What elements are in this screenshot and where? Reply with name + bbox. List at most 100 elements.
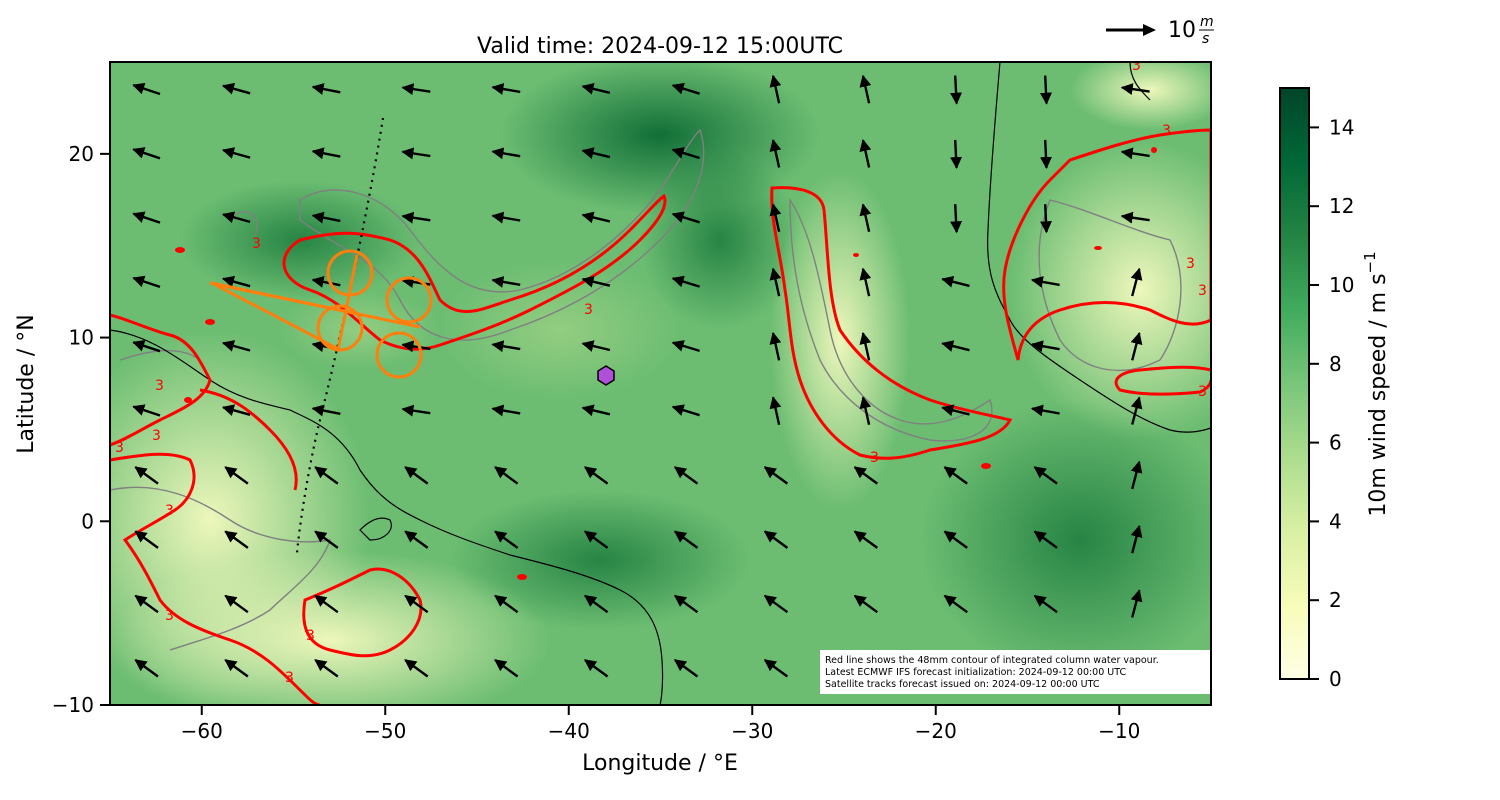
contour-label: 3: [1198, 283, 1207, 299]
wind-arrow-icon: [859, 331, 872, 361]
colorbar-tick-label: 8: [1329, 352, 1342, 376]
colorbar-scale: [1279, 87, 1310, 680]
wind-arrow-icon: [491, 404, 521, 417]
wind-arrow-icon: [224, 530, 249, 549]
wind-arrow-icon: [314, 530, 339, 549]
wind-arrow-icon: [221, 340, 251, 352]
wind-arrow-icon: [584, 466, 609, 485]
wind-arrow-icon: [673, 466, 699, 485]
wind-arrow-icon: [1130, 460, 1143, 490]
wind-arrow-icon: [943, 530, 968, 549]
wind-arrow-icon: [401, 83, 431, 96]
x-tick-label: −60: [181, 719, 223, 743]
flight-track: [209, 249, 433, 379]
y-axis-label: Latitude / °N: [14, 314, 39, 453]
wind-arrow-icon: [581, 147, 611, 159]
colorbar-tick-label: 0: [1329, 667, 1342, 691]
wind-arrow-icon: [671, 82, 700, 95]
wind-arrow-icon: [859, 203, 872, 233]
contour-labels: 3 3 3 3 3 3 3 3 3 3 3 3 3 3 3: [115, 62, 1207, 686]
wind-arrow-icon: [311, 211, 341, 224]
colorbar-label-exponent: −1: [1361, 251, 1379, 273]
wind-arrow-icon: [1030, 404, 1060, 417]
wind-arrow-icon: [224, 466, 249, 485]
annotation-line-2: Latest ECMWF IFS forecast initialization…: [825, 667, 1126, 678]
wind-arrow-icon: [132, 275, 161, 289]
wind-arrow-icon: [671, 211, 700, 224]
quiver-key: 10 m s: [1106, 14, 1214, 47]
wind-arrow-icon: [584, 530, 609, 549]
wind-arrow-icon: [132, 82, 161, 96]
contour-label: 3: [1198, 384, 1207, 400]
y-axis: 20 10 0 −10: [52, 142, 110, 717]
wind-arrow-icon: [581, 340, 611, 352]
wind-arrow-icon: [221, 147, 251, 159]
colorbar: 0 2 4 6 8 10 12 14 10m wind speed / m s−1: [1279, 87, 1391, 691]
wind-arrow-icon: [311, 83, 341, 95]
x-tick-label: −50: [364, 719, 406, 743]
contour-label: 3: [584, 302, 593, 318]
y-tick-label: 20: [69, 142, 94, 166]
wind-arrow-icon: [1130, 524, 1143, 554]
wind-arrow-icon: [311, 147, 341, 160]
wind-arrow-icon: [769, 74, 782, 104]
x-tick-label: −30: [731, 719, 773, 743]
wind-arrow-icon: [401, 147, 431, 160]
wind-arrow-icon: [950, 139, 963, 169]
wind-arrow-icon: [314, 594, 339, 614]
contour-label: 3: [165, 503, 174, 519]
contour-label: 3: [870, 450, 879, 466]
wind-arrow-icon: [1040, 204, 1052, 234]
wind-arrow-icon: [941, 340, 970, 352]
wind-arrow-icon: [581, 82, 611, 95]
wind-arrow-icon: [221, 275, 251, 288]
wind-arrow-icon: [671, 404, 700, 417]
y-tick-label: 10: [69, 326, 94, 350]
wind-arrow-icon: [224, 594, 249, 614]
wind-arrow-icon: [673, 659, 699, 678]
wind-arrow-icon: [134, 530, 159, 549]
wind-arrow-icon: [134, 659, 159, 678]
colorbar-tick-label: 2: [1329, 588, 1342, 612]
wind-arrow-icon: [491, 147, 521, 160]
quiver-key-unit-den: s: [1202, 31, 1209, 47]
wind-arrow-icon: [769, 396, 782, 425]
x-tick-label: −10: [1098, 719, 1140, 743]
wind-arrow-icon: [769, 331, 782, 361]
wind-arrow-icon: [671, 147, 700, 160]
y-tick-label: 0: [81, 509, 94, 533]
wind-arrow-icon: [494, 594, 519, 614]
contour-label: 3: [252, 236, 261, 252]
wind-arrow-icon: [1130, 332, 1143, 361]
wind-arrow-icon: [950, 204, 963, 234]
wind-arrow-icon: [1120, 147, 1150, 160]
wind-arrow-icon: [584, 659, 609, 678]
wind-arrow-icon: [132, 404, 161, 417]
wind-arrow-icon: [859, 139, 872, 168]
contour-label: 3: [1186, 256, 1195, 272]
wind-arrow-icon: [1033, 530, 1058, 549]
wind-arrow-icon: [941, 404, 970, 417]
wind-arrow-icon: [314, 466, 339, 485]
wind-arrow-icon: [581, 404, 611, 417]
x-tick-label: −40: [548, 719, 590, 743]
wind-arrow-icon: [491, 275, 521, 288]
wind-arrow-icon: [581, 275, 611, 288]
wind-arrow-icon: [1030, 340, 1060, 353]
wind-arrow-icon: [853, 466, 879, 485]
wind-arrow-icon: [494, 659, 519, 678]
x-axis: −60 −50 −40 −30 −20 −10: [181, 705, 1140, 743]
colorbar-tick-label: 12: [1329, 194, 1354, 218]
wind-arrow-icon: [1040, 139, 1052, 169]
wind-arrow-icon: [673, 594, 699, 614]
colorbar-ticks: 0 2 4 6 8 10 12 14: [1309, 115, 1354, 691]
wind-arrow-icon: [943, 466, 968, 485]
wind-arrow-icon: [1130, 589, 1143, 618]
annotation-line-3: Satellite tracks forecast issued on: 202…: [825, 679, 1100, 690]
wind-arrow-icon: [581, 211, 611, 224]
contour-label: 3: [152, 428, 161, 444]
wind-arrow-icon: [671, 340, 700, 353]
wind-arrow-icon: [1120, 211, 1150, 224]
wind-arrow-icon: [1033, 594, 1058, 614]
wind-arrow-icon: [401, 404, 431, 417]
